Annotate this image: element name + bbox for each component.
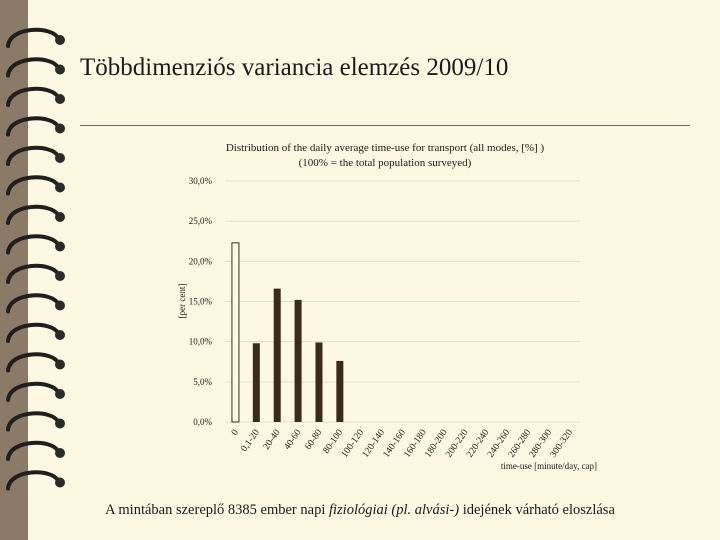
y-tick-label: 5,0% — [193, 377, 212, 387]
binding-coil — [6, 116, 60, 137]
binding-hole — [55, 241, 65, 252]
binding-hole — [55, 477, 65, 488]
binding-hole — [55, 389, 65, 399]
binding-coil — [6, 86, 60, 107]
x-tick-label: 0,1-20 — [240, 428, 262, 454]
binding-hole — [55, 182, 65, 193]
title-divider — [80, 125, 690, 126]
bar — [252, 343, 260, 422]
binding-coil — [6, 27, 60, 48]
y-tick-label: 10,0% — [189, 337, 213, 347]
binding-coil — [6, 440, 60, 461]
y-tick-label: 15,0% — [189, 297, 213, 307]
bar — [315, 342, 323, 422]
chart-grid — [225, 180, 580, 423]
binding-hole — [55, 448, 65, 458]
x-tick-label: 300-320 — [549, 428, 575, 460]
binding-hole — [55, 418, 65, 429]
bar — [294, 299, 302, 422]
bar — [273, 288, 281, 422]
binding-hole — [55, 35, 65, 45]
binding-coil — [6, 381, 60, 402]
binding-hole — [55, 359, 65, 370]
binding-hole — [55, 153, 65, 163]
binding-coil — [6, 145, 60, 166]
binding-coil — [6, 322, 60, 343]
y-tick-label: 30,0% — [189, 176, 213, 186]
x-ticks: 00,1-20 20-40 40-60 60-8080-100100-120120-1… — [230, 428, 575, 460]
y-tick-label: 25,0% — [189, 216, 213, 226]
chart-title-line2: (100% = the total population surveyed) — [299, 157, 472, 169]
bar — [336, 360, 344, 422]
y-ticks: 0,0% 5,0% 10,0% 15,0% 20,0% 25,0% 30,0% — [189, 176, 213, 427]
x-tick-label: 60-80 — [304, 428, 325, 452]
chart-title-line1: Distribution of the daily average time-u… — [226, 142, 545, 154]
slide-footer: A mintában szereplő 8385 ember napi fizi… — [0, 502, 720, 519]
binding-hole — [55, 123, 65, 134]
x-tick-label: 40-60 — [283, 428, 304, 452]
binding-coil — [6, 263, 60, 284]
binding-hole — [55, 330, 65, 340]
binding-coil — [6, 352, 60, 373]
x-axis-label: time-use [minute/day, cap] — [501, 461, 597, 471]
y-tick-label: 0,0% — [193, 417, 212, 427]
slide-page — [28, 0, 720, 540]
binding-hole — [55, 212, 65, 222]
bars — [231, 242, 344, 423]
slide-title: Többdimenziós variancia elemzés 2009/10 — [80, 54, 509, 81]
binding-coil — [6, 175, 60, 196]
binding-coil — [6, 470, 60, 491]
binding-hole — [55, 94, 65, 104]
footer-text-post: idejének várható eloszlása — [459, 502, 615, 518]
y-tick-label: 20,0% — [189, 256, 213, 266]
binding-coil — [6, 57, 60, 78]
binding-coil — [6, 204, 60, 225]
spiral-binding — [6, 27, 65, 491]
x-tick-label: 20-40 — [262, 428, 283, 452]
x-tick-label: 0 — [230, 428, 241, 438]
binding-hole — [55, 271, 65, 281]
binding-coil — [6, 234, 60, 255]
binding-hole — [55, 64, 65, 75]
footer-text-emphasis: fiziológiai (pl. alvási-) — [328, 502, 460, 518]
bar — [231, 242, 240, 423]
binding-hole — [55, 300, 65, 311]
binding-coil — [6, 293, 60, 314]
y-axis-label: [per cent] — [177, 284, 187, 319]
footer-text-pre: A mintában szereplő 8385 ember napi — [105, 502, 329, 518]
binding-coil — [6, 411, 60, 432]
